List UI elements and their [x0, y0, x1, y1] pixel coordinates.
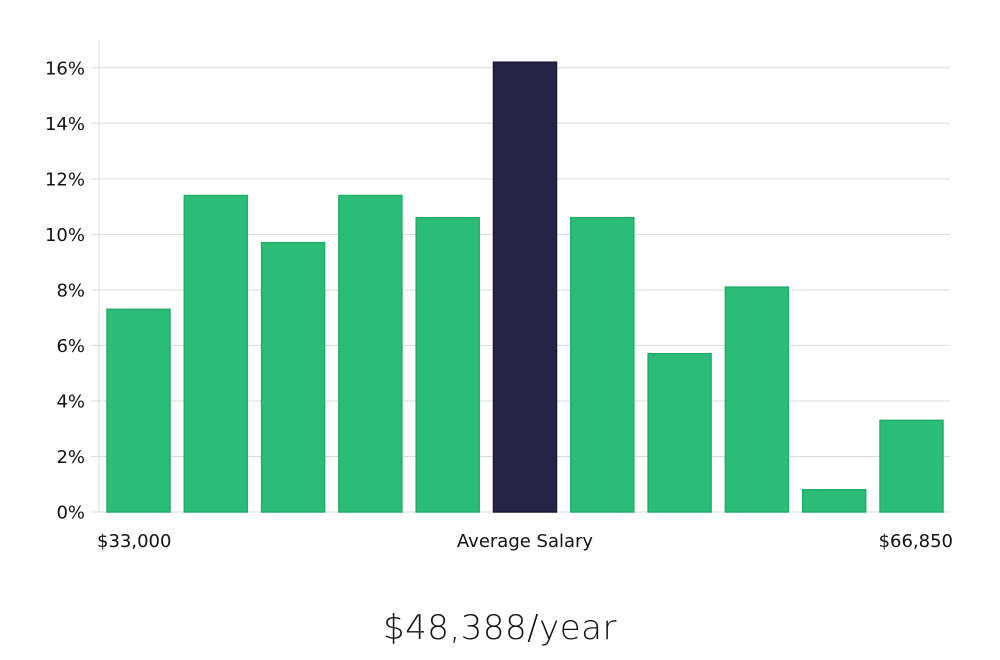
y-tick-label: 8% — [56, 280, 85, 301]
y-axis: 0% 2% 4% 6% 8% 10% 12% 14% 16% — [45, 40, 100, 524]
salary-histogram-chart: 0% 2% 4% 6% 8% 10% 12% 14% 16% $33,000 Average S… — [45, 40, 953, 552]
y-tick-label: 4% — [56, 391, 85, 412]
bar — [879, 419, 944, 513]
y-tick-label: 2% — [56, 447, 85, 468]
bar — [415, 216, 480, 513]
bar — [106, 308, 171, 513]
x-axis-labels: $33,000 Average Salary $66,850 — [97, 531, 953, 552]
y-tick-label: 16% — [45, 58, 85, 79]
y-tick-label: 0% — [56, 503, 85, 524]
bar-highlight-average — [492, 61, 558, 513]
bar — [338, 194, 403, 513]
bar — [260, 241, 326, 513]
y-tick-label: 14% — [45, 114, 85, 135]
bars — [106, 61, 944, 513]
x-min-label: $33,000 — [97, 531, 171, 552]
y-tick-label: 6% — [56, 336, 85, 357]
bar — [724, 286, 790, 513]
x-axis-title: Average Salary — [457, 531, 594, 552]
y-tick-label: 10% — [45, 225, 85, 246]
bar — [183, 194, 249, 513]
bar — [801, 489, 867, 513]
average-salary-value: $48,388/year — [383, 608, 617, 648]
bar — [647, 352, 712, 513]
bar — [570, 216, 635, 513]
y-tick-label: 12% — [45, 169, 85, 190]
x-max-label: $66,850 — [879, 531, 953, 552]
